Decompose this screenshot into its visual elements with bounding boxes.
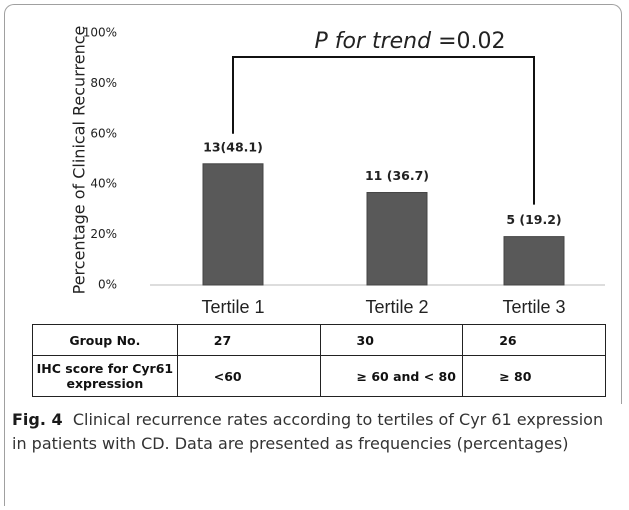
table-cell: 26 bbox=[462, 324, 606, 356]
annotation-italic: P for trend bbox=[314, 29, 432, 54]
y-tick-label: 0% bbox=[98, 278, 117, 292]
y-tick-label: 40% bbox=[90, 177, 117, 191]
x-tick-label: Tertile 2 bbox=[365, 297, 428, 317]
table-cell: ≥ 80 bbox=[462, 355, 606, 397]
annotation: P for trend =0.02 bbox=[314, 29, 505, 54]
figure-frame bbox=[4, 4, 622, 404]
chart: Percentage of Clinical Recurrence P for … bbox=[70, 26, 605, 317]
table-cell: ≥ 60 and < 80 bbox=[319, 355, 464, 397]
value-label: 5 (19.2) bbox=[506, 212, 561, 227]
value-label: 13(48.1) bbox=[203, 139, 263, 154]
table-cell: Group No. bbox=[32, 324, 178, 356]
table-cell: 27 bbox=[176, 324, 321, 356]
data-table: Group No. 27 30 26 IHC score for Cyr61 e… bbox=[32, 324, 606, 397]
y-tick-label: 80% bbox=[90, 76, 117, 90]
table-cell: <60 bbox=[176, 355, 321, 397]
value-label: 11 (36.7) bbox=[365, 168, 429, 183]
annotation-text: =0.02 bbox=[438, 29, 505, 54]
figure-frame bbox=[4, 300, 5, 506]
table-cell: IHC score for Cyr61 expression bbox=[32, 355, 178, 397]
y-tick-label: 20% bbox=[90, 227, 117, 241]
caption-text: Clinical recurrence rates according to t… bbox=[12, 410, 604, 453]
table-cell: 30 bbox=[319, 324, 464, 356]
bar bbox=[503, 236, 565, 286]
bar bbox=[366, 192, 428, 286]
y-tick-label: 60% bbox=[90, 126, 117, 140]
trend-bracket bbox=[232, 56, 535, 205]
caption-label: Fig. 4 bbox=[12, 410, 63, 429]
y-tick-label: 100% bbox=[83, 26, 117, 40]
caption: Fig. 4 Clinical recurrence rates accordi… bbox=[12, 408, 612, 456]
y-axis-title: Percentage of Clinical Recurrence bbox=[70, 26, 89, 295]
bar bbox=[202, 163, 264, 286]
x-tick-label: Tertile 3 bbox=[502, 297, 565, 317]
x-tick-label: Tertile 1 bbox=[201, 297, 264, 317]
